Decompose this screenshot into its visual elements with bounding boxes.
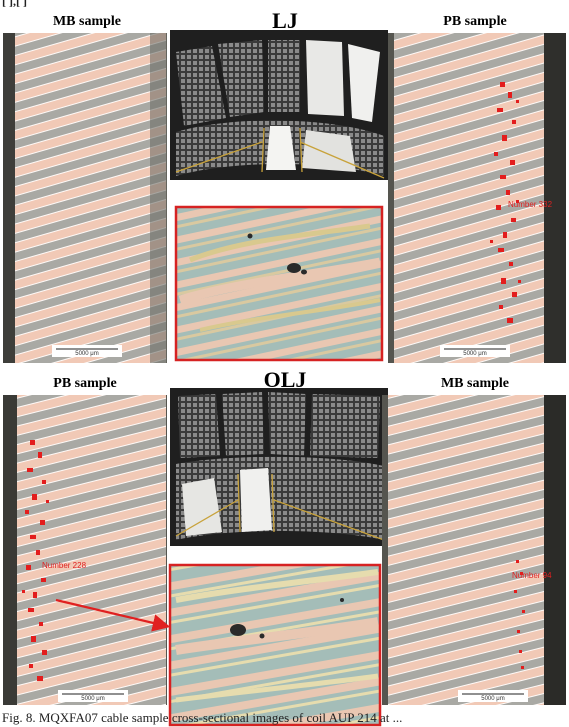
top-mb-sample-image: [3, 33, 167, 363]
label-pb-sample-top: PB sample: [443, 14, 507, 29]
bottom-inset-frame: [168, 563, 382, 727]
bottom-right-scalebar: 5000 μm: [458, 690, 528, 702]
bottom-pb-defects: [22, 440, 49, 681]
label-mb-sample-top: MB sample: [52, 14, 122, 29]
top-leader-line-right: [299, 141, 385, 179]
top-inset-frame: [174, 205, 384, 362]
bottom-mb-defects: [514, 560, 525, 669]
bottom-red-arrow: [55, 598, 171, 632]
bottom-leader-line-left: [175, 499, 239, 537]
label-olj: OLJ: [263, 367, 307, 392]
bottom-right-scalebar-label: 5000 μm: [481, 696, 504, 702]
bottom-left-scalebar: 5000 μm: [58, 690, 128, 702]
bottom-right-number-label: Number 94: [512, 571, 552, 580]
figure-caption: Fig. 8. MQXFA07 cable sample cross-secti…: [2, 710, 403, 725]
top-left-scalebar: 5000 μm: [52, 345, 122, 357]
bottom-left-number-label: Number 228: [42, 561, 87, 570]
bottom-inset-micrograph: [168, 563, 382, 727]
top-left-scalebar-label: 5000 μm: [75, 351, 98, 357]
top-number-label: Number 332: [508, 200, 553, 209]
top-pb-defects: [490, 82, 521, 323]
label-pb-sample-bottom: PB sample: [53, 376, 117, 391]
label-mb-sample-bottom: MB sample: [440, 376, 510, 391]
bottom-pb-sample-image: Number 228: [3, 395, 167, 705]
bottom-leader-line-right: [273, 499, 385, 541]
bottom-left-scalebar-label: 5000 μm: [81, 696, 104, 702]
bottom-coil-cross-section: [170, 388, 388, 546]
top-line-fragment: [ ],[ ]: [2, 0, 27, 8]
top-right-scalebar-label: 5000 μm: [463, 351, 486, 357]
label-lj: LJ: [272, 8, 298, 33]
top-inset-micrograph: [174, 205, 384, 362]
top-leader-line-left: [175, 141, 263, 173]
top-right-scalebar: 5000 μm: [440, 345, 510, 357]
top-pb-sample-image: Number 332: [388, 33, 566, 363]
bottom-mb-sample-image: Number 94: [382, 395, 566, 705]
top-coil-cross-section: [170, 30, 388, 180]
